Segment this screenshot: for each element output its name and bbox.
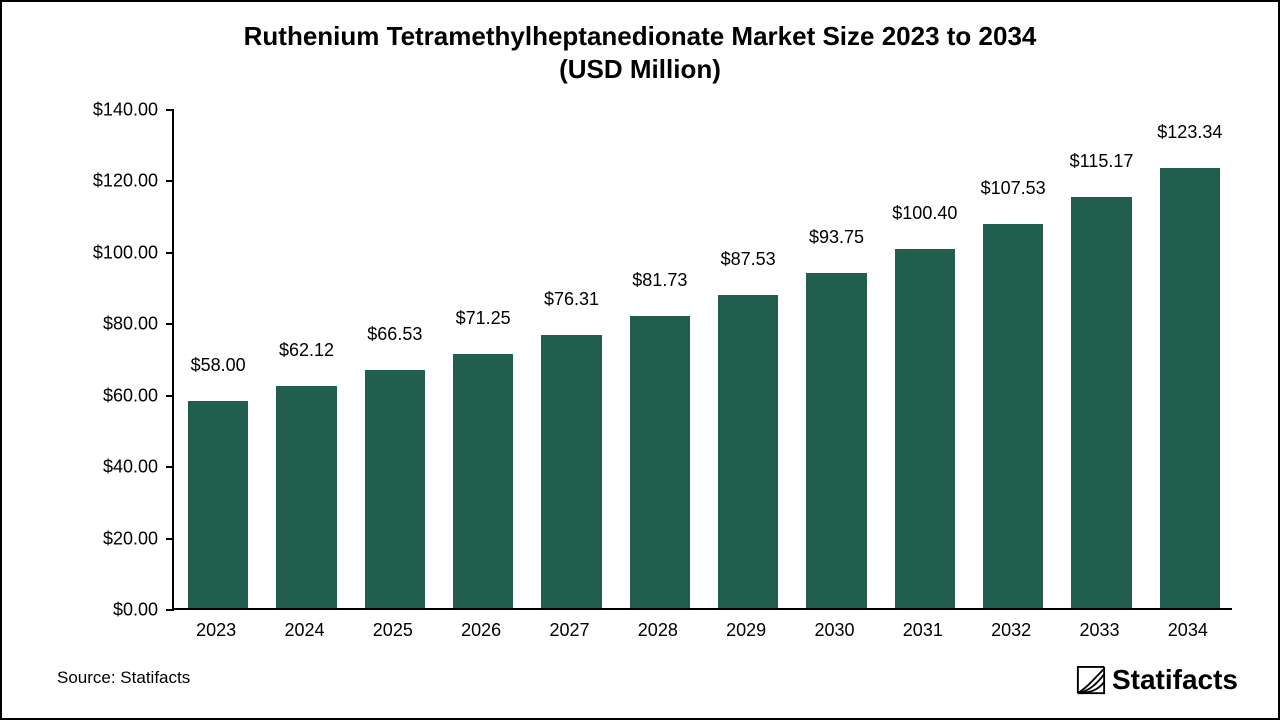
bars-container: $58.00$62.12$66.53$71.25$76.31$81.73$87.… xyxy=(174,110,1232,608)
bar-value-label: $62.12 xyxy=(262,340,350,361)
bar xyxy=(541,335,601,608)
bar-value-label: $100.40 xyxy=(881,203,969,224)
bar xyxy=(1071,197,1131,608)
x-tick-label: 2024 xyxy=(260,620,348,641)
plot-area: $58.00$62.12$66.53$71.25$76.31$81.73$87.… xyxy=(172,110,1232,610)
y-tick-label: $20.00 xyxy=(103,528,158,549)
chart-title-line2: (USD Million) xyxy=(2,53,1278,86)
bar-value-label: $66.53 xyxy=(351,324,439,345)
x-tick-label: 2034 xyxy=(1144,620,1232,641)
bar xyxy=(276,386,336,608)
chart-title: Ruthenium Tetramethylheptanedionate Mark… xyxy=(2,2,1278,85)
bar-value-label: $71.25 xyxy=(439,308,527,329)
x-tick-label: 2028 xyxy=(614,620,702,641)
y-tick-label: $60.00 xyxy=(103,385,158,406)
y-tick-label: $0.00 xyxy=(113,600,158,621)
bar-value-label: $107.53 xyxy=(969,178,1057,199)
bar xyxy=(630,316,690,608)
bar-value-label: $81.73 xyxy=(616,270,704,291)
y-tick-label: $100.00 xyxy=(93,242,158,263)
bar-value-label: $58.00 xyxy=(174,355,262,376)
brand-icon xyxy=(1076,665,1106,695)
bar-value-label: $76.31 xyxy=(527,289,615,310)
bar-value-label: $87.53 xyxy=(704,249,792,270)
y-tick-label: $120.00 xyxy=(93,171,158,192)
y-tick-mark xyxy=(166,538,174,540)
brand-text: Statifacts xyxy=(1112,664,1238,696)
bar-value-label: $93.75 xyxy=(792,227,880,248)
y-tick-mark xyxy=(166,252,174,254)
bar xyxy=(1160,168,1220,609)
y-tick-label: $40.00 xyxy=(103,457,158,478)
y-axis: $0.00$20.00$40.00$60.00$80.00$100.00$120… xyxy=(2,110,158,610)
y-tick-mark xyxy=(166,609,174,611)
y-tick-label: $80.00 xyxy=(103,314,158,335)
x-tick-label: 2031 xyxy=(879,620,967,641)
y-tick-mark xyxy=(166,466,174,468)
x-tick-label: 2030 xyxy=(790,620,878,641)
x-tick-label: 2026 xyxy=(437,620,525,641)
bar xyxy=(806,273,866,608)
bar-value-label: $123.34 xyxy=(1146,122,1234,143)
bar xyxy=(983,224,1043,608)
x-tick-label: 2027 xyxy=(525,620,613,641)
bar xyxy=(718,295,778,608)
y-tick-label: $140.00 xyxy=(93,100,158,121)
x-tick-label: 2032 xyxy=(967,620,1055,641)
x-tick-label: 2033 xyxy=(1055,620,1143,641)
source-text: Source: Statifacts xyxy=(57,668,190,688)
y-tick-mark xyxy=(166,109,174,111)
bar xyxy=(895,249,955,608)
bar xyxy=(453,354,513,608)
bar xyxy=(188,401,248,608)
bar xyxy=(365,370,425,608)
brand-logo: Statifacts xyxy=(1076,664,1238,696)
y-tick-mark xyxy=(166,395,174,397)
y-tick-mark xyxy=(166,180,174,182)
y-tick-mark xyxy=(166,323,174,325)
chart-frame: Ruthenium Tetramethylheptanedionate Mark… xyxy=(0,0,1280,720)
chart-title-line1: Ruthenium Tetramethylheptanedionate Mark… xyxy=(2,20,1278,53)
x-tick-label: 2023 xyxy=(172,620,260,641)
x-tick-label: 2029 xyxy=(702,620,790,641)
bar-value-label: $115.17 xyxy=(1057,151,1145,172)
x-tick-label: 2025 xyxy=(349,620,437,641)
